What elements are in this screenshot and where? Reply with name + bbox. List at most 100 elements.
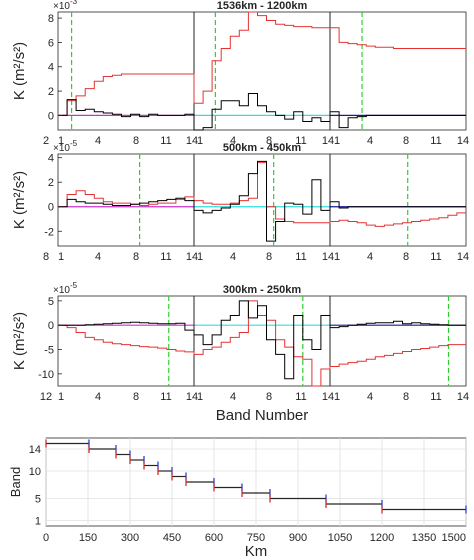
x-tick-label: 8 bbox=[403, 391, 409, 403]
x-tick-label: 11 bbox=[160, 251, 171, 263]
series-black bbox=[58, 160, 466, 242]
x-tick-label: 8 bbox=[43, 251, 49, 263]
y-axis-label: K (m²/s²) bbox=[11, 171, 28, 229]
chart-title: 500km - 450km bbox=[223, 142, 301, 154]
x-tick-label: 11 bbox=[430, 251, 441, 263]
x-tick-label: 14 bbox=[457, 391, 469, 403]
x-tick-label: 11 bbox=[430, 135, 441, 147]
x-tick-label: 1 bbox=[58, 391, 64, 403]
x-tick-label: 1350 bbox=[412, 532, 436, 544]
y-tick-label: 0 bbox=[48, 110, 54, 122]
series-black bbox=[58, 300, 466, 380]
exponent-base: ×10 bbox=[53, 1, 70, 12]
x-tick-label: 14 bbox=[186, 391, 198, 403]
x-tick-label: 8 bbox=[266, 251, 272, 263]
x-tick-label: 14 bbox=[322, 391, 334, 403]
x-tick-label: 8 bbox=[133, 135, 139, 147]
exponent-power: -5 bbox=[70, 281, 78, 290]
x-tick-label: 4 bbox=[367, 391, 373, 403]
chart-title: 300km - 250km bbox=[223, 284, 301, 296]
x-tick-label: 300 bbox=[121, 532, 139, 544]
x-tick-label: 1 bbox=[197, 391, 203, 403]
exponent-base: ×10 bbox=[53, 285, 70, 296]
x-tick-label: 600 bbox=[205, 532, 223, 544]
x-tick-label: 14 bbox=[457, 251, 469, 263]
y-axis-label: K (m²/s²) bbox=[11, 42, 28, 100]
series-red bbox=[58, 11, 466, 116]
y-tick-label: 2 bbox=[48, 86, 54, 98]
x-tick-label: 1 bbox=[334, 135, 340, 147]
x-tick-label: 150 bbox=[79, 532, 97, 544]
x-tick-label: 4 bbox=[95, 391, 101, 403]
x-tick-label: 8 bbox=[133, 251, 139, 263]
x-tick-label: 8 bbox=[403, 251, 409, 263]
x-tick-label: 11 bbox=[295, 391, 306, 403]
x-tick-label: 14 bbox=[186, 135, 198, 147]
x-tick-label: 14 bbox=[322, 251, 334, 263]
x-tick-label: 4 bbox=[230, 251, 236, 263]
x-tick-label: 14 bbox=[322, 135, 334, 147]
y-tick-label: -5 bbox=[44, 345, 54, 357]
x-axis-label: Band Number bbox=[216, 407, 309, 424]
x-tick-label: 4 bbox=[95, 251, 101, 263]
y-axis-label: K (m²/s²) bbox=[11, 312, 28, 370]
y-tick-label: 14 bbox=[29, 444, 41, 456]
x-tick-label: 12 bbox=[40, 391, 52, 403]
plot-frame bbox=[57, 295, 467, 387]
x-tick-label: 450 bbox=[163, 532, 181, 544]
y-tick-label: 1 bbox=[35, 516, 41, 528]
x-tick-label: 1 bbox=[197, 251, 203, 263]
exponent-label: ×10-5 bbox=[53, 139, 78, 154]
exponent-base: ×10 bbox=[53, 143, 70, 154]
x-tick-label: 11 bbox=[160, 391, 171, 403]
x-tick-label: 14 bbox=[186, 251, 198, 263]
y-tick-label: -10 bbox=[38, 369, 54, 381]
y-tick-label: 4 bbox=[48, 62, 54, 74]
x-tick-label: 1050 bbox=[328, 532, 352, 544]
series-red bbox=[58, 300, 466, 387]
x-tick-label: 1 bbox=[334, 251, 340, 263]
y-tick-label: 5 bbox=[35, 494, 41, 506]
y-tick-label: 4 bbox=[48, 153, 54, 165]
y-axis-label: Band bbox=[8, 467, 23, 497]
x-axis-label: Km bbox=[245, 543, 268, 560]
x-tick-label: 8 bbox=[266, 391, 272, 403]
x-tick-label: 0 bbox=[43, 532, 49, 544]
exponent-power: -3 bbox=[70, 0, 78, 6]
x-tick-label: 4 bbox=[95, 135, 101, 147]
x-tick-label: 8 bbox=[266, 135, 272, 147]
y-tick-label: 6 bbox=[48, 37, 54, 49]
x-tick-label: 900 bbox=[289, 532, 307, 544]
x-tick-label: 11 bbox=[295, 251, 306, 263]
exponent-power: -5 bbox=[70, 139, 78, 148]
y-tick-label: -2 bbox=[44, 226, 54, 238]
x-tick-label: 4 bbox=[367, 135, 373, 147]
y-tick-label: 2 bbox=[48, 177, 54, 189]
y-tick-label: 8 bbox=[48, 13, 54, 25]
x-tick-label: 11 bbox=[160, 135, 171, 147]
series-black bbox=[58, 93, 466, 131]
x-tick-label: 1 bbox=[58, 251, 64, 263]
chart-title: 1536km - 1200km bbox=[217, 0, 308, 12]
x-tick-label: 4 bbox=[230, 135, 236, 147]
plot-frame bbox=[57, 153, 467, 247]
x-tick-label: 1200 bbox=[370, 532, 394, 544]
series-red bbox=[58, 162, 466, 227]
x-tick-label: 750 bbox=[247, 532, 265, 544]
exponent-label: ×10-3 bbox=[53, 0, 78, 12]
exponent-label: ×10-5 bbox=[53, 281, 78, 296]
x-tick-label: 1 bbox=[58, 135, 64, 147]
x-tick-label: 11 bbox=[295, 135, 306, 147]
y-tick-label: 0 bbox=[48, 202, 54, 214]
y-tick-label: 5 bbox=[48, 296, 54, 308]
y-tick-label: 10 bbox=[29, 466, 41, 478]
x-tick-label: 11 bbox=[430, 391, 441, 403]
x-tick-label: 14 bbox=[457, 135, 469, 147]
x-tick-label: 1500 bbox=[442, 532, 466, 544]
x-tick-label: 4 bbox=[230, 391, 236, 403]
x-tick-label: 2 bbox=[43, 135, 49, 147]
x-tick-label: 1 bbox=[334, 391, 340, 403]
x-tick-label: 1 bbox=[197, 135, 203, 147]
plot-frame bbox=[57, 11, 467, 131]
